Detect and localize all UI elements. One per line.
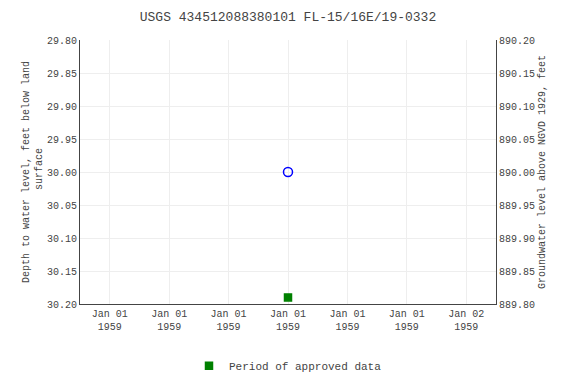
svg-text:Jan 011959: Jan 011959 <box>92 309 128 333</box>
svg-text:890.10: 890.10 <box>499 102 535 113</box>
svg-text:889.90: 889.90 <box>499 234 535 245</box>
svg-text:29.95: 29.95 <box>47 135 77 146</box>
svg-text:Jan 011959: Jan 011959 <box>151 309 187 333</box>
svg-text:30.00: 30.00 <box>47 168 77 179</box>
svg-text:890.05: 890.05 <box>499 135 535 146</box>
svg-text:29.80: 29.80 <box>47 36 77 47</box>
svg-text:890.00: 890.00 <box>499 168 535 179</box>
svg-text:889.85: 889.85 <box>499 267 535 278</box>
svg-text:Period of approved data: Period of approved data <box>229 361 381 373</box>
svg-text:889.80: 889.80 <box>499 300 535 311</box>
svg-text:30.15: 30.15 <box>47 267 77 278</box>
svg-text:Jan 011959: Jan 011959 <box>329 309 365 333</box>
svg-text:30.10: 30.10 <box>47 234 77 245</box>
svg-text:USGS 434512088380101 FL-15/16E: USGS 434512088380101 FL-15/16E/19-0332 <box>140 10 436 25</box>
svg-text:890.20: 890.20 <box>499 36 535 47</box>
svg-text:890.15: 890.15 <box>499 69 535 80</box>
svg-text:Jan 011959: Jan 011959 <box>389 309 425 333</box>
svg-text:Groundwater level above NGVD 1: Groundwater level above NGVD 1929, feet <box>537 55 548 289</box>
svg-text:30.05: 30.05 <box>47 201 77 212</box>
svg-text:29.85: 29.85 <box>47 69 77 80</box>
svg-text:Jan 011959: Jan 011959 <box>270 309 306 333</box>
svg-text:Depth to water level, feet bel: Depth to water level, feet below land su… <box>21 61 45 283</box>
svg-text:Jan 021959: Jan 021959 <box>448 309 484 333</box>
svg-text:Jan 011959: Jan 011959 <box>211 309 247 333</box>
svg-text:30.20: 30.20 <box>47 300 77 311</box>
svg-text:889.95: 889.95 <box>499 201 535 212</box>
svg-text:29.90: 29.90 <box>47 102 77 113</box>
